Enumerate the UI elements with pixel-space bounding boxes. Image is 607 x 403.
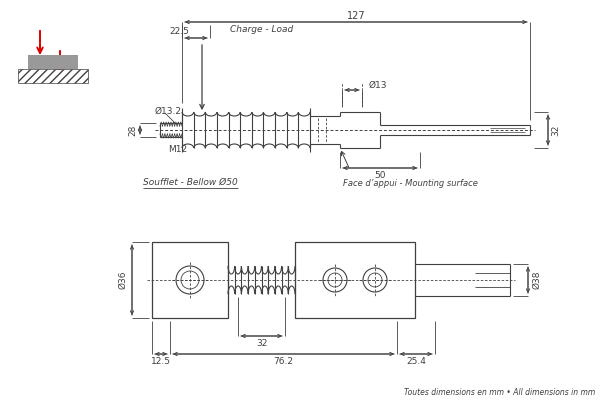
Text: 76.2: 76.2 [274,357,294,366]
Text: Toutes dimensions en mm • All dimensions in mm: Toutes dimensions en mm • All dimensions… [404,388,595,397]
Text: 22.5: 22.5 [169,27,189,37]
Text: Soufflet - Bellow Ø50: Soufflet - Bellow Ø50 [143,177,238,187]
Text: Face d’appui - Mounting surface: Face d’appui - Mounting surface [342,179,478,189]
Text: 50: 50 [375,170,386,179]
Text: 127: 127 [347,11,365,21]
Text: 25.4: 25.4 [406,357,426,366]
Text: Ø13.2: Ø13.2 [155,106,182,116]
Bar [28,55,78,69]
Text: Ø13: Ø13 [368,81,387,89]
Text: Ø36: Ø36 [118,271,127,289]
Text: 32: 32 [256,339,267,347]
Text: Charge - Load: Charge - Load [230,25,293,35]
Text: 12.5: 12.5 [151,357,171,366]
Text: 32: 32 [552,124,560,136]
Text: Ø38: Ø38 [532,271,541,289]
Text: M12: M12 [168,145,188,154]
Text: 28: 28 [129,124,138,136]
Bar [152,242,228,318]
Bar [18,69,88,83]
Bar [295,242,415,318]
